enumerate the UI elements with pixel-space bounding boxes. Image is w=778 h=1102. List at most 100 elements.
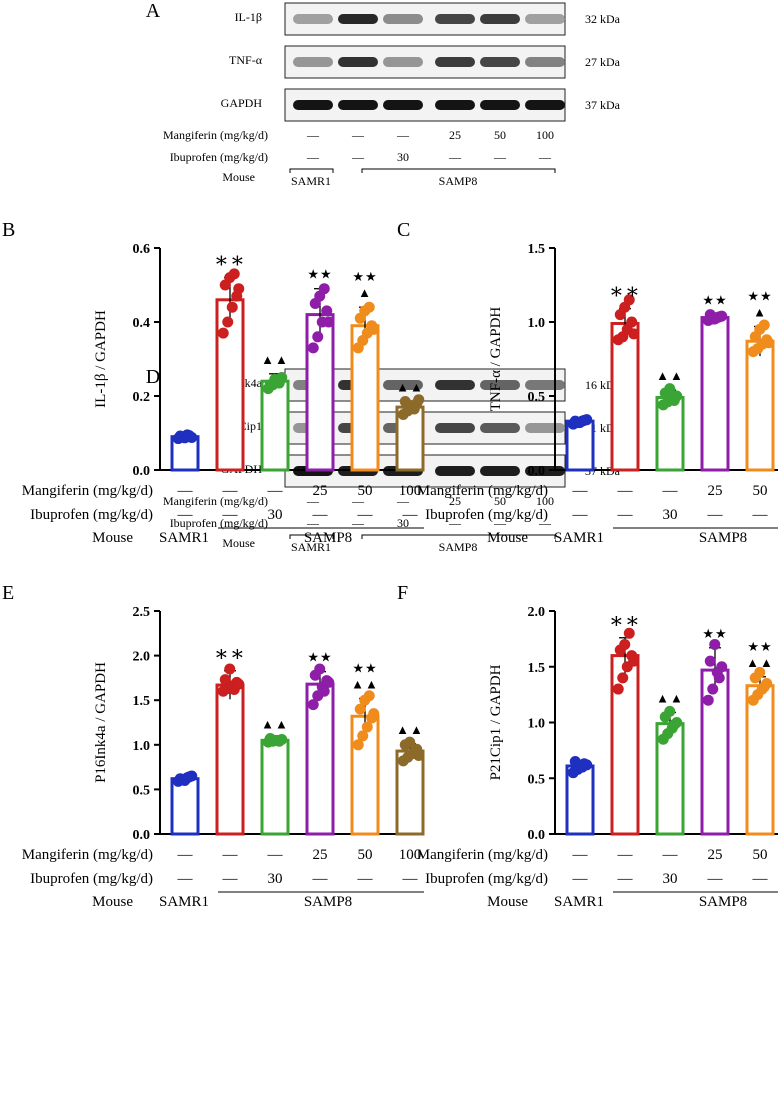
data-point <box>578 414 590 426</box>
mouse-label: Mouse <box>222 170 255 184</box>
mangiferin-label: Mangiferin (mg/kg/d) <box>417 483 548 499</box>
ibuprofen-value: — <box>707 507 724 523</box>
significance-marker: ▲▲ <box>351 676 379 691</box>
data-point <box>707 683 719 695</box>
blot-band <box>435 100 475 110</box>
blot-band <box>293 100 333 110</box>
group-label-samr1: SAMR1 <box>291 540 331 554</box>
data-point <box>226 301 238 313</box>
group-label-samp8: SAMP8 <box>439 540 478 554</box>
data-point <box>626 316 638 328</box>
group-label-samp8: SAMP8 <box>304 530 352 546</box>
y-tick-label: 0.0 <box>133 464 151 479</box>
mangiferin-value: — <box>662 847 679 863</box>
data-point <box>314 663 326 675</box>
significance-marker: ★★ <box>747 288 772 303</box>
ibuprofen-value: — <box>617 507 634 523</box>
group-label-samr1: SAMR1 <box>291 174 331 188</box>
significance-marker: ★★ <box>702 626 727 641</box>
significance-marker: ★★ <box>702 293 727 308</box>
ibuprofen-value: — <box>351 150 365 164</box>
mangiferin-value: 25 <box>449 494 461 508</box>
data-point <box>668 394 680 406</box>
mangiferin-value: 25 <box>313 483 328 499</box>
ibuprofen-value: — <box>572 871 589 887</box>
mangiferin-value: 50 <box>753 483 768 499</box>
data-point <box>368 708 380 720</box>
ibuprofen-value: — <box>752 507 769 523</box>
blot-band <box>525 57 565 67</box>
blot-band <box>525 423 565 433</box>
y-tick-label: 1.0 <box>528 717 546 732</box>
mangiferin-value: — <box>306 494 320 508</box>
mangiferin-value: — <box>177 847 194 863</box>
ibuprofen-value: 30 <box>663 507 678 523</box>
blot-band <box>480 100 520 110</box>
significance-marker: ★★ <box>747 639 772 654</box>
y-tick-label: 0.0 <box>133 828 151 843</box>
ibuprofen-value: — <box>357 871 374 887</box>
blot-band <box>293 57 333 67</box>
y-axis-label: TNF-α / GAPDH <box>488 307 504 412</box>
data-point <box>183 771 195 783</box>
mangiferin-value: — <box>572 847 589 863</box>
data-point <box>623 627 635 639</box>
group-label-samr1: SAMR1 <box>554 530 604 546</box>
y-tick-label: 1.5 <box>528 661 546 676</box>
group-label-samr1: SAMR1 <box>159 894 209 910</box>
bar <box>260 738 290 836</box>
blot-band <box>383 14 423 24</box>
y-tick-label: 0.2 <box>133 390 151 405</box>
y-tick-label: 0.6 <box>133 242 151 257</box>
y-tick-label: 2.5 <box>133 605 151 620</box>
data-point <box>183 430 195 442</box>
data-point <box>704 655 716 667</box>
ibuprofen-value: — <box>538 516 552 530</box>
data-point <box>758 319 770 331</box>
y-tick-label: 0.0 <box>528 828 546 843</box>
ibuprofen-value: — <box>357 507 374 523</box>
western-blot-panel-a: A IL-1β 32 kDa TNF-α 27 kDa GAPDH 37 kDa Mangif… <box>146 0 621 188</box>
data-point <box>623 294 635 306</box>
ibuprofen-value: — <box>572 507 589 523</box>
group-bracket <box>289 534 334 539</box>
data-point <box>352 739 364 751</box>
mangiferin-value: — <box>267 847 284 863</box>
bar-chart-panel-b: B0.00.20.40.6IL-1β / GAPDH∗∗▲▲★★ ★★▲▲▲Man… <box>2 219 425 546</box>
ibuprofen-value: — <box>617 871 634 887</box>
y-axis-label: IL-1β / GAPDH <box>93 310 109 408</box>
ibuprofen-value: — <box>306 516 320 530</box>
y-tick-label: 1.5 <box>528 242 546 257</box>
mangiferin-label: Mangiferin (mg/kg/d) <box>417 847 548 863</box>
data-point <box>354 703 366 715</box>
mangiferin-label: Mangiferin (mg/kg/d) <box>163 128 268 142</box>
data-point <box>233 283 245 295</box>
mangiferin-value: 25 <box>708 847 723 863</box>
y-tick-label: 0.5 <box>528 772 546 787</box>
bar <box>700 668 730 836</box>
ibuprofen-value: 30 <box>268 871 283 887</box>
data-point <box>323 676 335 688</box>
ibuprofen-value: — <box>448 516 462 530</box>
ibuprofen-value: — <box>312 871 329 887</box>
bar <box>170 777 200 836</box>
band-label: GAPDH <box>221 96 263 110</box>
significance-marker: ∗∗ <box>609 608 641 633</box>
mangiferin-value: — <box>351 128 365 142</box>
mangiferin-value: 25 <box>313 847 328 863</box>
blot-band <box>480 423 520 433</box>
data-point <box>323 316 335 328</box>
mangiferin-value: 50 <box>494 494 506 508</box>
band-label: IL-1β <box>235 10 262 24</box>
mouse-label: Mouse <box>487 894 528 910</box>
ibuprofen-value: — <box>538 150 552 164</box>
ibuprofen-label: Ibuprofen (mg/kg/d) <box>30 507 153 523</box>
significance-marker: ▲ <box>358 285 372 300</box>
ibuprofen-value: 30 <box>663 871 678 887</box>
mangiferin-value: 50 <box>753 847 768 863</box>
ibuprofen-value: — <box>448 150 462 164</box>
data-point <box>217 327 229 339</box>
data-point <box>368 323 380 335</box>
